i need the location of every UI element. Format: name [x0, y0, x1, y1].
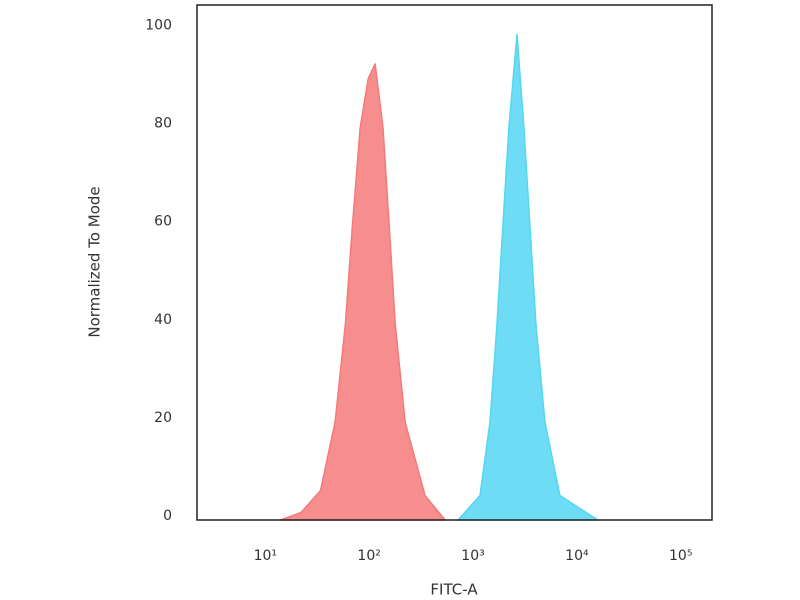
x-tick-label: 10⁴ — [565, 548, 589, 564]
x-tick-label: 10³ — [461, 548, 484, 564]
x-tick-label: 10² — [357, 548, 380, 564]
y-tick-label: 40 — [154, 312, 172, 328]
plot-frame — [196, 4, 713, 521]
x-tick-label: 10⁵ — [669, 548, 692, 564]
y-tick-label: 80 — [154, 116, 172, 132]
y-tick-label: 100 — [145, 18, 172, 34]
y-tick-label: 60 — [154, 214, 172, 230]
y-tick-label: 20 — [154, 410, 172, 426]
area — [457, 33, 599, 521]
x-axis-label: FITC-A — [430, 581, 478, 599]
y-tick-label: 0 — [163, 508, 172, 524]
area — [279, 63, 446, 521]
x-tick-label: 10¹ — [254, 548, 277, 564]
y-axis-label: Normalized To Mode — [86, 186, 104, 337]
